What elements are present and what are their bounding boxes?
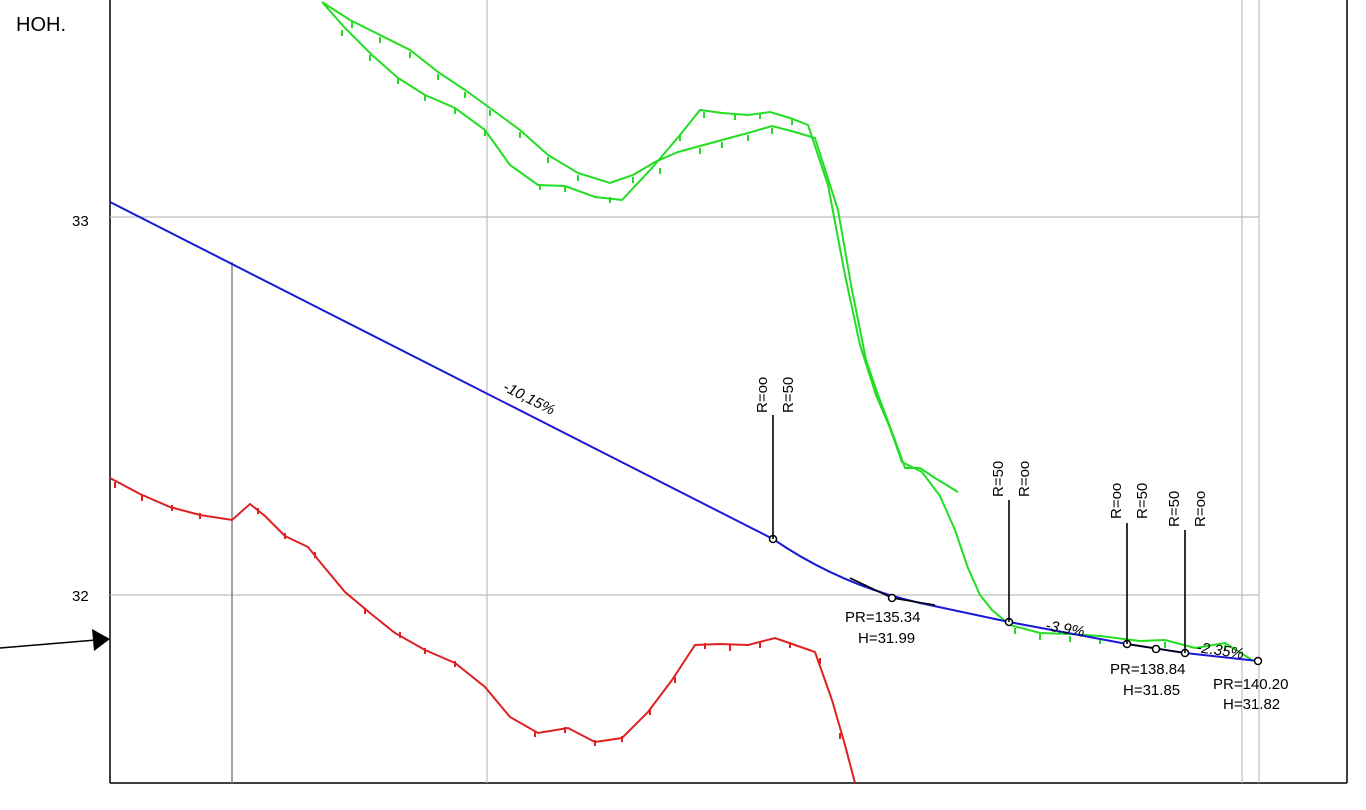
vertex-point [1151, 644, 1161, 654]
tangent-segment [891, 597, 936, 606]
radius-marker-lines [772, 415, 1186, 653]
terrain-line-lower [321, 1, 1253, 661]
bottom-tick-marks [114, 482, 841, 746]
radius-label: R=50 [1166, 491, 1183, 527]
grid [110, 0, 1260, 783]
radius-label: R=oo [1192, 491, 1209, 527]
radius-label: R=oo [1108, 483, 1125, 519]
design-line [109, 201, 1259, 662]
radius-label: R=50 [1134, 483, 1151, 519]
terrain-tick-marks [341, 22, 1226, 651]
radius-label: R=50 [780, 377, 797, 413]
header-label: НОН. [16, 14, 66, 36]
pointer-arrow-shaft [0, 639, 97, 649]
elevation-tick-label: 32 [72, 588, 89, 605]
terrain-lines [321, 1, 1253, 661]
vertex-elevation-label: H=31.82 [1223, 696, 1280, 713]
bottom-line [109, 477, 856, 784]
grade-label: -2.35% [1195, 639, 1244, 662]
radius-label: R=50 [990, 461, 1007, 497]
vertex-station-label: PR=140.20 [1213, 676, 1288, 693]
vertex-station-label: PR=135.34 [845, 609, 920, 626]
radius-label: R=oo [1016, 461, 1033, 497]
terrain-line-upper [321, 1, 959, 493]
arrow-icon [92, 629, 110, 651]
vertex-point [887, 593, 897, 603]
vertex-station-label: PR=138.84 [1110, 661, 1185, 678]
vertex-elevation-label: H=31.85 [1123, 682, 1180, 699]
grade-label: -10,15% [500, 378, 558, 419]
radius-label: R=oo [754, 377, 771, 413]
tangent-segment [849, 577, 893, 599]
vertex-elevation-label: H=31.99 [858, 630, 915, 647]
grade-label: -3.9% [1044, 617, 1086, 641]
vertex-point [1253, 656, 1263, 666]
elevation-tick-label: 33 [72, 213, 89, 230]
